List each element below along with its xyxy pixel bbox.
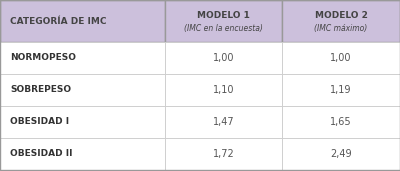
FancyBboxPatch shape [282, 42, 400, 74]
FancyBboxPatch shape [0, 138, 165, 170]
Text: 2,49: 2,49 [330, 149, 352, 159]
Text: OBESIDAD II: OBESIDAD II [10, 149, 72, 159]
Text: 1,00: 1,00 [330, 53, 352, 63]
Text: NORMOPESO: NORMOPESO [10, 54, 76, 62]
FancyBboxPatch shape [165, 106, 282, 138]
Text: SOBREPESO: SOBREPESO [10, 86, 71, 95]
FancyBboxPatch shape [0, 0, 165, 42]
FancyBboxPatch shape [282, 106, 400, 138]
Text: OBESIDAD I: OBESIDAD I [10, 117, 69, 127]
FancyBboxPatch shape [165, 42, 282, 74]
Text: MODELO 1: MODELO 1 [197, 11, 250, 20]
Text: 1,72: 1,72 [213, 149, 234, 159]
FancyBboxPatch shape [0, 42, 165, 74]
FancyBboxPatch shape [165, 138, 282, 170]
Text: MODELO 2: MODELO 2 [314, 11, 368, 20]
FancyBboxPatch shape [282, 74, 400, 106]
Text: CATEGORÍA DE IMC: CATEGORÍA DE IMC [10, 16, 106, 25]
Text: 1,19: 1,19 [330, 85, 352, 95]
FancyBboxPatch shape [0, 74, 165, 106]
Text: 1,00: 1,00 [213, 53, 234, 63]
FancyBboxPatch shape [165, 0, 282, 42]
FancyBboxPatch shape [282, 138, 400, 170]
Text: (IMC en la encuesta): (IMC en la encuesta) [184, 24, 263, 33]
Text: 1,47: 1,47 [213, 117, 234, 127]
Text: (IMC máximo): (IMC máximo) [314, 24, 368, 33]
Text: 1,65: 1,65 [330, 117, 352, 127]
Text: 1,10: 1,10 [213, 85, 234, 95]
FancyBboxPatch shape [0, 106, 165, 138]
FancyBboxPatch shape [282, 0, 400, 42]
FancyBboxPatch shape [165, 74, 282, 106]
